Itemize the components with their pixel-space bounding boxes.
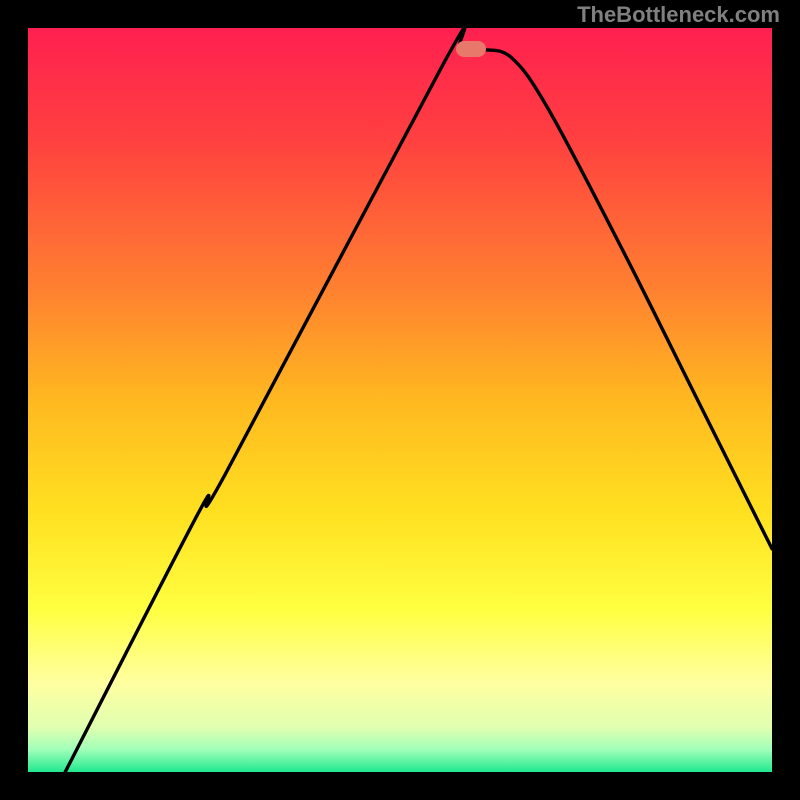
watermark-text: TheBottleneck.com	[577, 2, 780, 28]
plot-area	[28, 28, 772, 772]
chart-container: TheBottleneck.com	[0, 0, 800, 800]
plot-background	[28, 28, 772, 772]
optimum-marker	[456, 41, 486, 57]
